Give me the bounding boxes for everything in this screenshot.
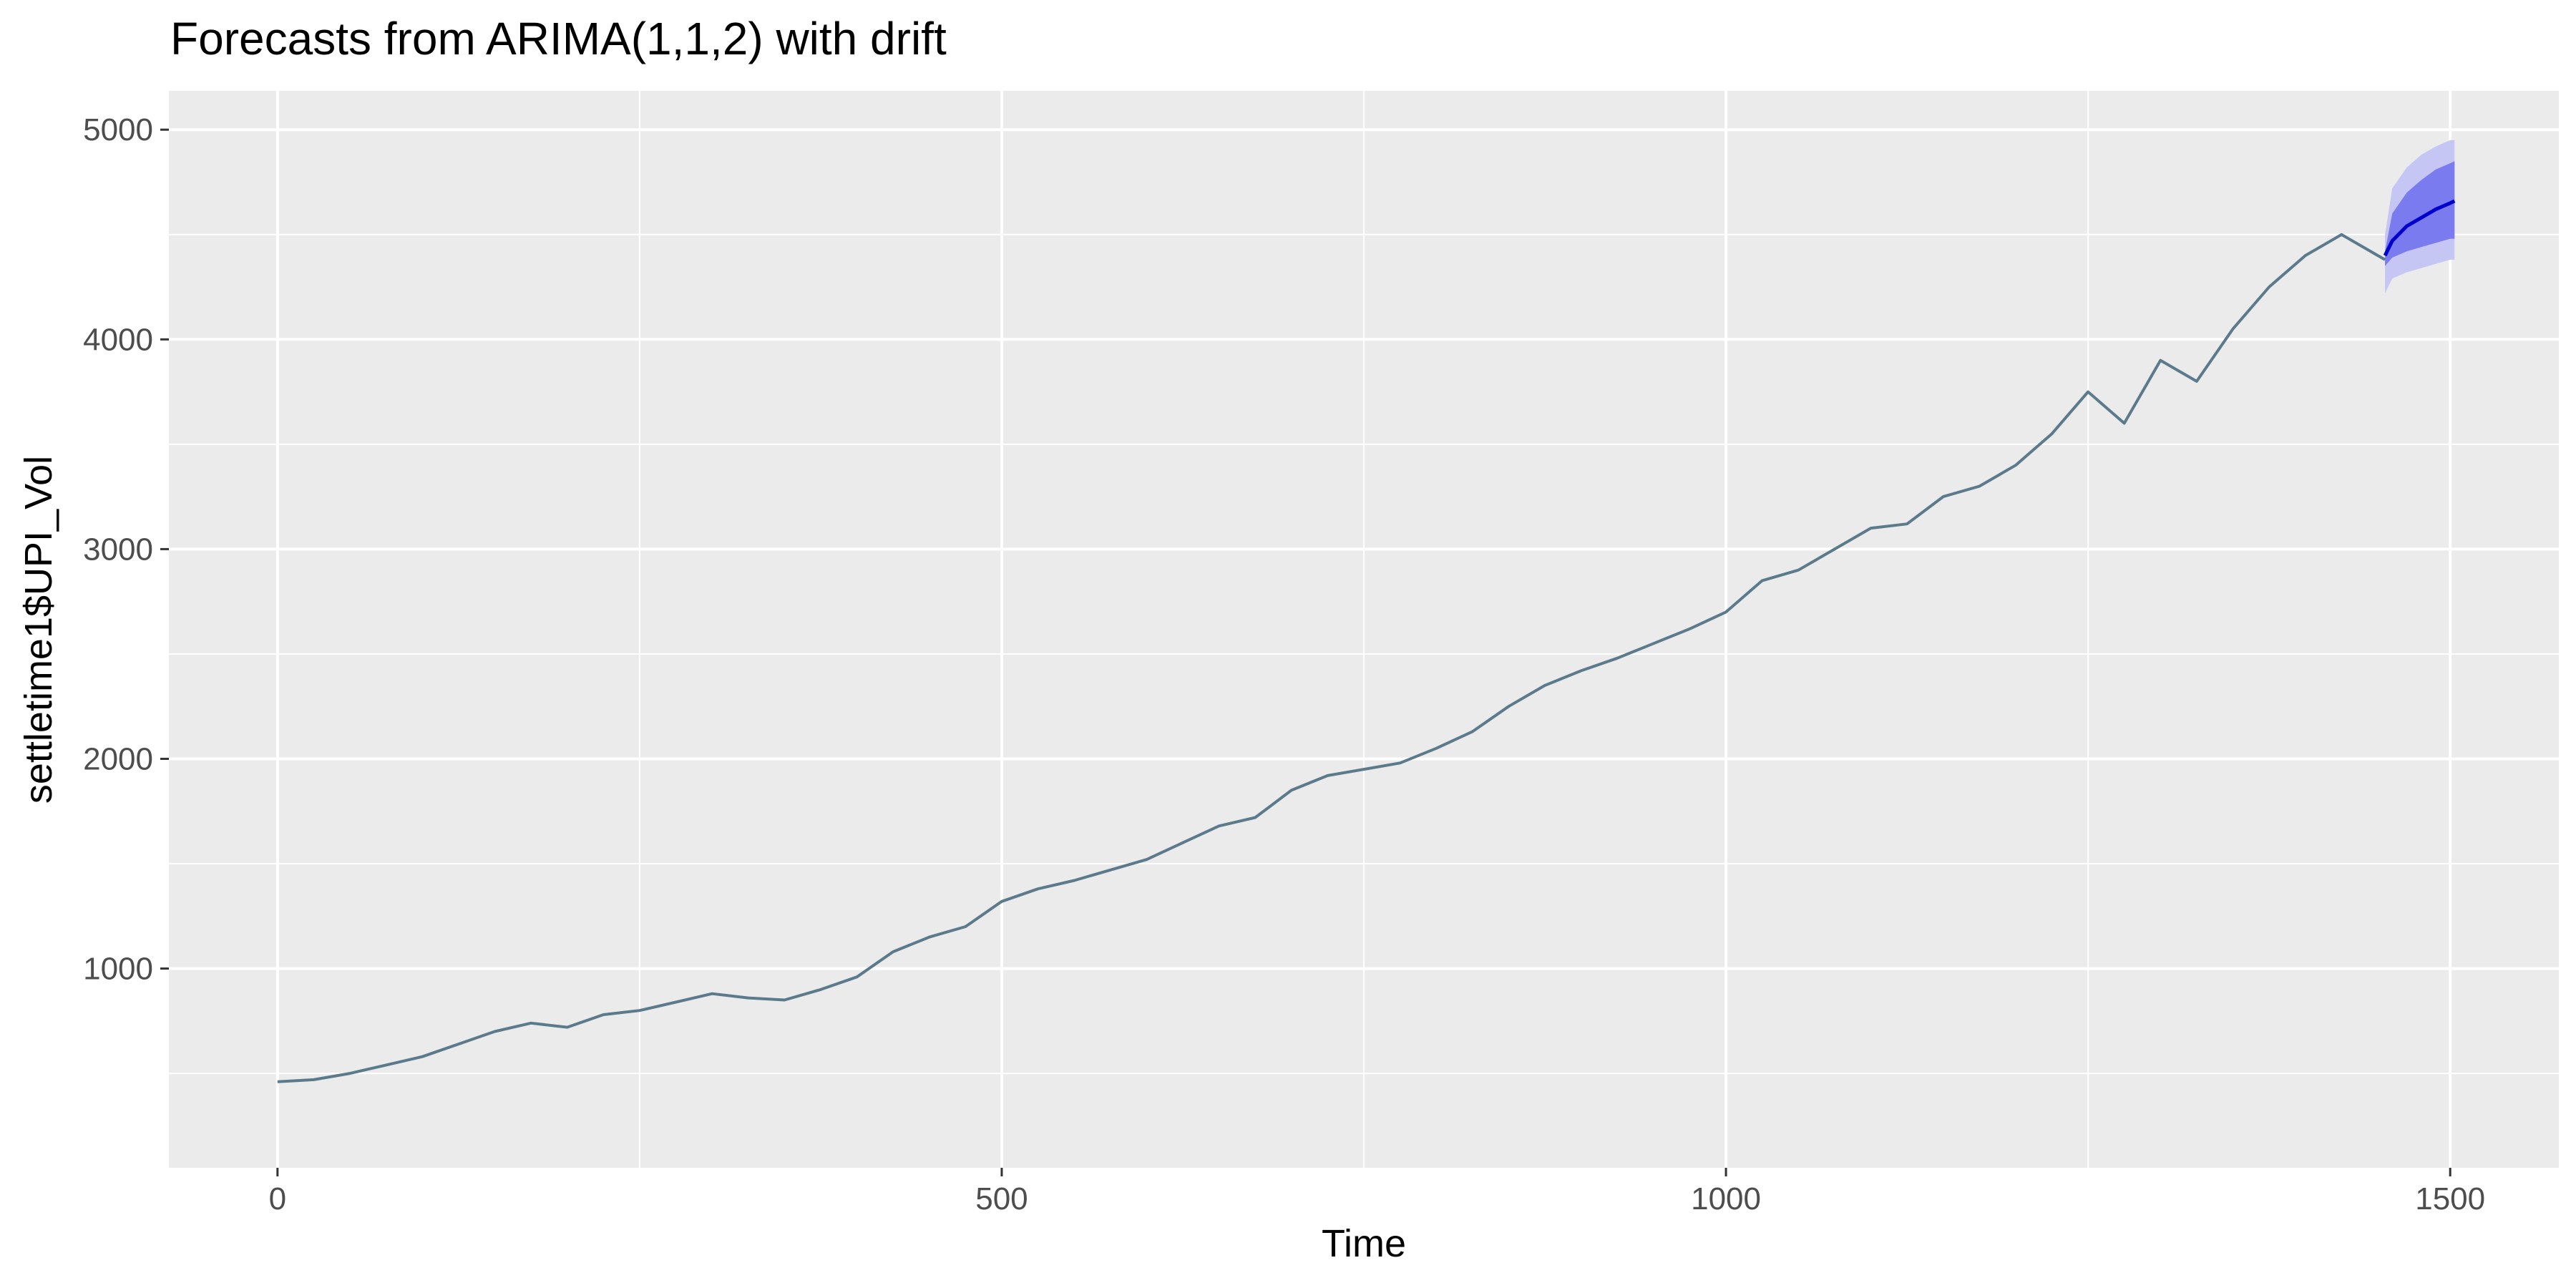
y-axis-title: settletime1$UPI_Vol bbox=[17, 456, 60, 804]
x-tick-label: 1000 bbox=[1691, 1181, 1761, 1216]
y-tick-label: 2000 bbox=[83, 741, 153, 776]
y-tick-label: 1000 bbox=[83, 952, 153, 987]
y-tick-label: 4000 bbox=[83, 322, 153, 357]
axes: 0 500 1000 1500 1000 2000 3000 4000 5000 bbox=[83, 112, 2485, 1216]
pi80-band bbox=[2385, 161, 2455, 266]
y-tick-label: 5000 bbox=[83, 112, 153, 147]
x-tick-label: 500 bbox=[975, 1181, 1028, 1216]
x-tick-label: 0 bbox=[269, 1181, 286, 1216]
x-axis-title: Time bbox=[1322, 1222, 1406, 1265]
grid-lines bbox=[169, 91, 2559, 1168]
chart-title: Forecasts from ARIMA(1,1,2) with drift bbox=[170, 13, 947, 64]
observed-series-line bbox=[277, 233, 2386, 1083]
forecast-mean-line bbox=[2383, 199, 2456, 257]
y-tick-label: 3000 bbox=[83, 532, 153, 567]
x-tick-label: 1500 bbox=[2415, 1181, 2485, 1216]
series-lines bbox=[277, 199, 2456, 1083]
